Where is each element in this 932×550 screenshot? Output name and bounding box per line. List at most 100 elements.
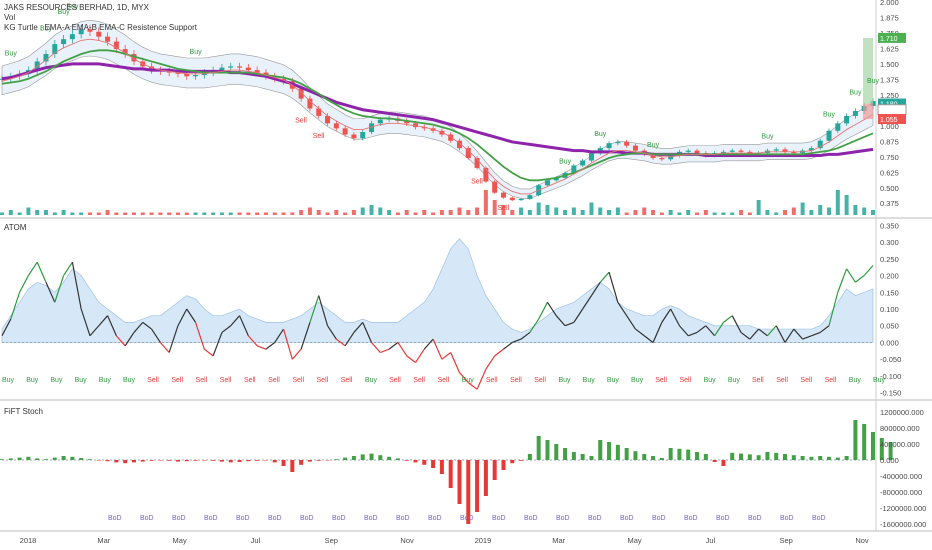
atom-osc-segment	[1, 318, 12, 337]
volume-bar	[809, 210, 814, 215]
volume-bar	[642, 207, 647, 215]
stoch-panel[interactable]: BoD BoD BoD BoD BoD BoD BoD BoD BoD BoD BoD BoD BoD B…	[0, 420, 893, 524]
volume-bar	[747, 212, 752, 215]
volume-bar	[343, 212, 348, 215]
stoch-bar	[325, 460, 330, 461]
bod-label: BoD	[588, 515, 602, 522]
candle-body	[571, 165, 577, 173]
candle-body	[377, 119, 383, 124]
volume-bar	[149, 212, 154, 215]
volume-bar	[695, 212, 700, 215]
atom-osc-segment	[846, 268, 856, 283]
atom-osc-segment	[582, 295, 592, 310]
volume-bar	[651, 210, 656, 215]
stoch-tick-label: -400000.000	[880, 472, 922, 481]
atom-panel[interactable]: Buy Buy Buy Buy Buy Buy Sell Sell Sell Sell Sell Se…	[1, 238, 886, 390]
stoch-bar	[281, 460, 286, 466]
atom-osc-segment	[309, 295, 320, 323]
atom-osc-segment	[159, 342, 170, 353]
stoch-bar	[695, 452, 700, 460]
stoch-bar	[395, 458, 400, 460]
turtle-label: KG Turtle : EMA-A EMA-B EMA-C Resistence…	[4, 23, 198, 32]
stop-zone	[863, 103, 873, 120]
candle-body	[351, 134, 357, 139]
candle-body	[492, 181, 498, 193]
volume-bar	[466, 210, 471, 215]
volume-bar	[721, 212, 726, 215]
atom-osc-segment	[512, 338, 522, 344]
volume-bar	[316, 210, 321, 215]
stoch-bar	[299, 460, 304, 465]
candle-body	[527, 195, 533, 199]
x-tick-label: 2019	[475, 536, 492, 545]
candle-body	[720, 151, 726, 154]
atom-osc-segment	[186, 308, 197, 323]
atom-sell-label: Sell	[534, 377, 546, 384]
volume-bar	[96, 212, 101, 215]
volume-bar	[87, 212, 92, 215]
candle-body	[791, 151, 797, 154]
volume-bar	[175, 212, 180, 215]
volume-bar	[299, 210, 304, 215]
atom-osc-segment	[265, 341, 276, 350]
atom-tick-label: 0.300	[880, 238, 899, 247]
bod-label: BoD	[748, 515, 762, 522]
volume-bar	[483, 190, 488, 215]
atom-osc-segment	[291, 348, 302, 360]
volume-bar	[61, 210, 66, 215]
stoch-bar	[642, 454, 647, 460]
x-tick-label: 2018	[20, 536, 37, 545]
stoch-bar	[316, 460, 321, 461]
candle-body	[632, 145, 638, 151]
atom-osc-segment	[432, 338, 443, 360]
stoch-bar	[668, 448, 673, 460]
atom-buy-label: Buy	[849, 377, 862, 384]
atom-osc-segment	[63, 261, 73, 276]
volume-bar	[123, 212, 128, 215]
volume-bar	[422, 210, 427, 215]
volume-bar	[158, 212, 163, 215]
bod-label: BoD	[108, 515, 122, 522]
stoch-bar	[607, 442, 612, 460]
atom-osc-segment	[459, 372, 469, 384]
x-tick-label: Jul	[706, 536, 716, 545]
atom-osc-segment	[635, 328, 645, 337]
candle-body	[738, 150, 744, 152]
price-tick-label: 1.875	[880, 13, 899, 22]
candle-body	[61, 39, 67, 45]
atom-osc-segment	[819, 325, 830, 333]
candle-body	[149, 66, 155, 71]
price-tag-label: 1.055	[880, 117, 898, 124]
atom-osc-segment	[555, 315, 566, 327]
atom-sell-label: Sell	[268, 377, 280, 384]
stoch-bar	[475, 460, 480, 512]
stoch-bar	[844, 456, 849, 460]
price-panel[interactable]: BuyBuyBuyBuyBuySellSellSellSellBuyBuyBuy…	[0, 3, 880, 215]
volume-bar	[26, 207, 31, 215]
atom-sell-label: Sell	[800, 377, 812, 384]
stoch-bar	[219, 460, 224, 462]
bod-label: BoD	[620, 515, 634, 522]
stoch-bar	[307, 460, 312, 462]
atom-sell-label: Sell	[147, 377, 159, 384]
bod-label: BoD	[396, 515, 410, 522]
volume-bar	[255, 212, 260, 215]
atom-osc-segment	[274, 328, 285, 343]
atom-osc-segment	[238, 315, 249, 337]
atom-osc-segment	[98, 315, 109, 327]
candle-body	[254, 70, 260, 73]
bod-label: BoD	[556, 515, 570, 522]
x-tick-label: Jul	[251, 536, 261, 545]
volume-bar	[325, 212, 330, 215]
stoch-bar	[343, 457, 348, 460]
atom-osc-segment	[441, 352, 452, 360]
atom-osc-segment	[749, 328, 760, 340]
atom-osc-segment	[397, 342, 408, 357]
volume-bar	[395, 212, 400, 215]
atom-osc-segment	[723, 315, 733, 323]
bod-label: BoD	[780, 515, 794, 522]
volume-bar	[184, 212, 189, 215]
price-tag	[878, 32, 906, 43]
atom-osc-segment	[590, 281, 601, 296]
ema-a-line	[1, 38, 874, 195]
